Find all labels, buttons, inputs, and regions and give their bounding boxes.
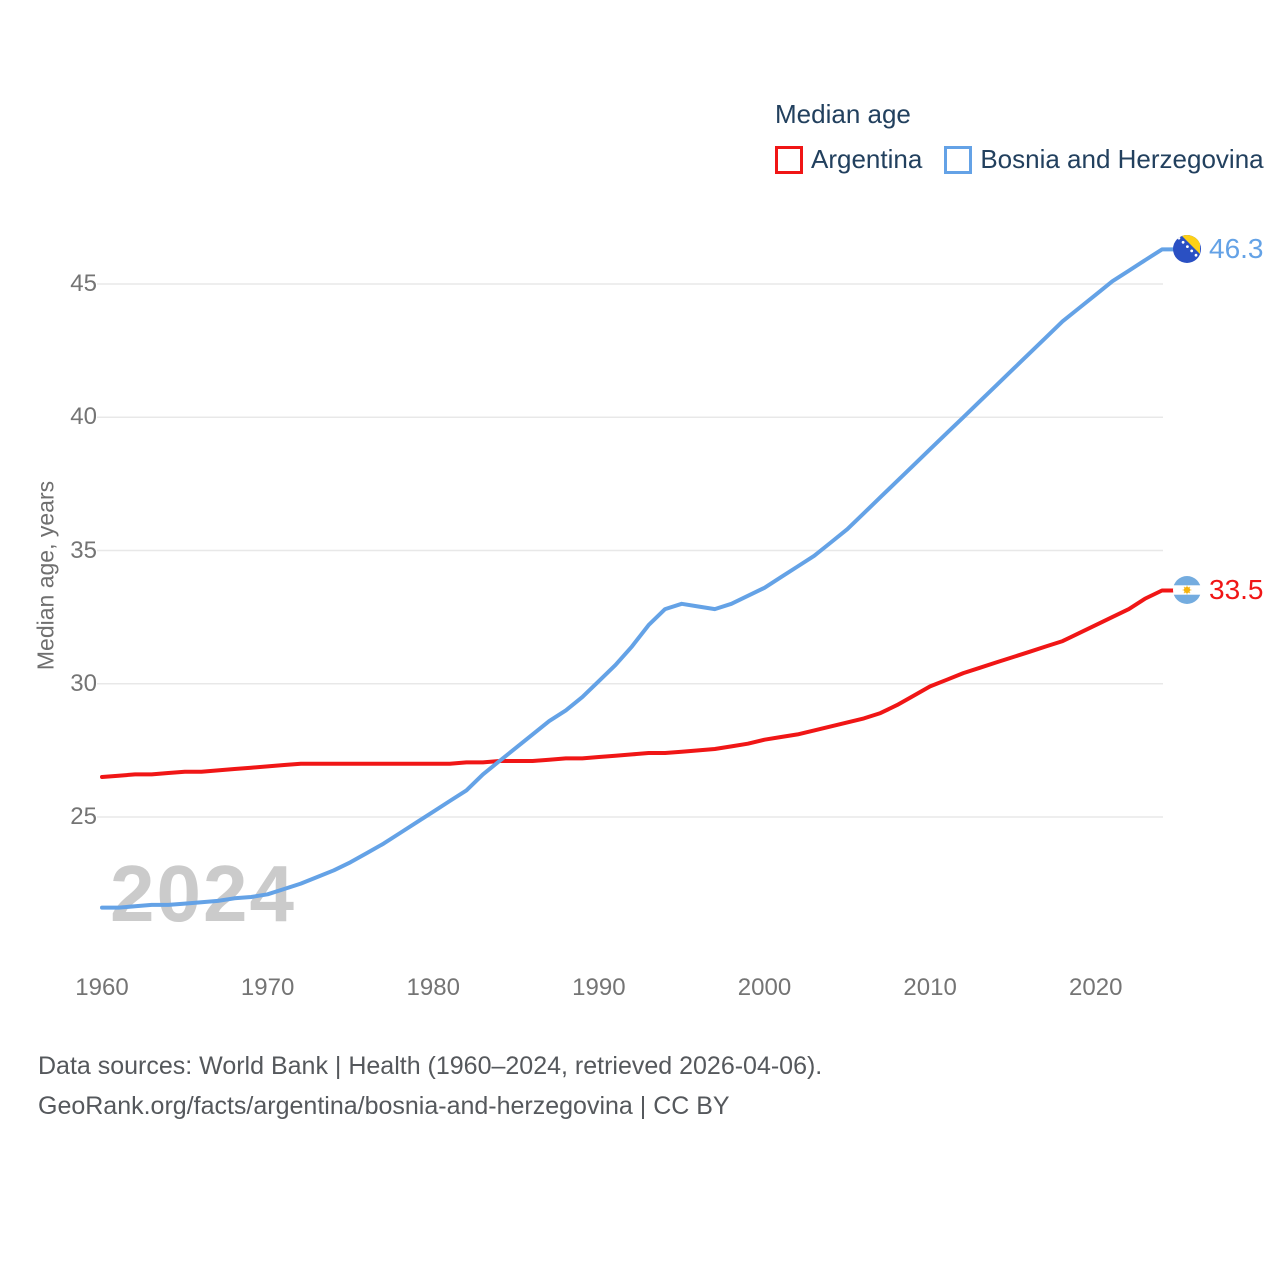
x-tick-label-1980: 1980	[406, 974, 460, 1001]
x-tick-label-2000: 2000	[737, 974, 792, 1001]
legend-item-bosnia-and-herzegovina[interactable]: Bosnia and Herzegovina	[944, 144, 1264, 175]
y-tick-label-40: 40	[70, 403, 97, 431]
caption-sources-line: Data sources: World Bank | Health (1960–…	[38, 1052, 823, 1080]
bosnia-end-label: 46.3	[1173, 233, 1264, 265]
x-tick-label-2010: 2010	[903, 974, 957, 1001]
caption: Data sources: World Bank | Health (1960–…	[38, 1046, 822, 1126]
bosnia-and-herzegovina-flag-icon	[1173, 235, 1201, 264]
y-tick-label-25: 25	[70, 803, 97, 830]
bosnia-and-herzegovina-line	[100, 247, 1180, 910]
x-tick-label-1990: 1990	[572, 974, 626, 1001]
legend-item-argentina[interactable]: Argentina	[775, 144, 922, 175]
y-tick-label-45: 45	[70, 270, 97, 297]
legend-items: Argentina Bosnia and Herzegovina	[775, 144, 1264, 175]
argentina-line	[100, 588, 1180, 779]
watermark-year: 2024	[110, 849, 296, 938]
argentina-series-swatch-icon	[775, 145, 803, 174]
x-tick-label-2020: 2020	[1069, 974, 1123, 1001]
legend-label-argentina: Argentina	[811, 144, 923, 174]
y-tick-label-35: 35	[70, 536, 97, 564]
x-tick-label-1960: 1960	[75, 974, 129, 1001]
caption-attribution-line: GeoRank.org/facts/argentina/bosnia-and-h…	[38, 1092, 730, 1120]
argentina-end-label: 33.5	[1173, 574, 1264, 606]
y-tick-label-30: 30	[70, 669, 97, 697]
legend-title: Median age	[775, 99, 911, 129]
y-axis-title: Median age, years	[32, 480, 59, 671]
bosnia-series-swatch-icon	[944, 145, 973, 174]
bosnia-end-value: 46.3	[1209, 233, 1264, 265]
argentina-flag-icon	[1173, 576, 1201, 605]
legend-label-bosnia-and-herzegovina: Bosnia and Herzegovina	[980, 144, 1264, 174]
x-tick-label-1970: 1970	[240, 974, 295, 1001]
legend: Median age Argentina Bosnia and Herzegov…	[775, 99, 1264, 175]
argentina-end-value: 33.5	[1209, 574, 1264, 606]
